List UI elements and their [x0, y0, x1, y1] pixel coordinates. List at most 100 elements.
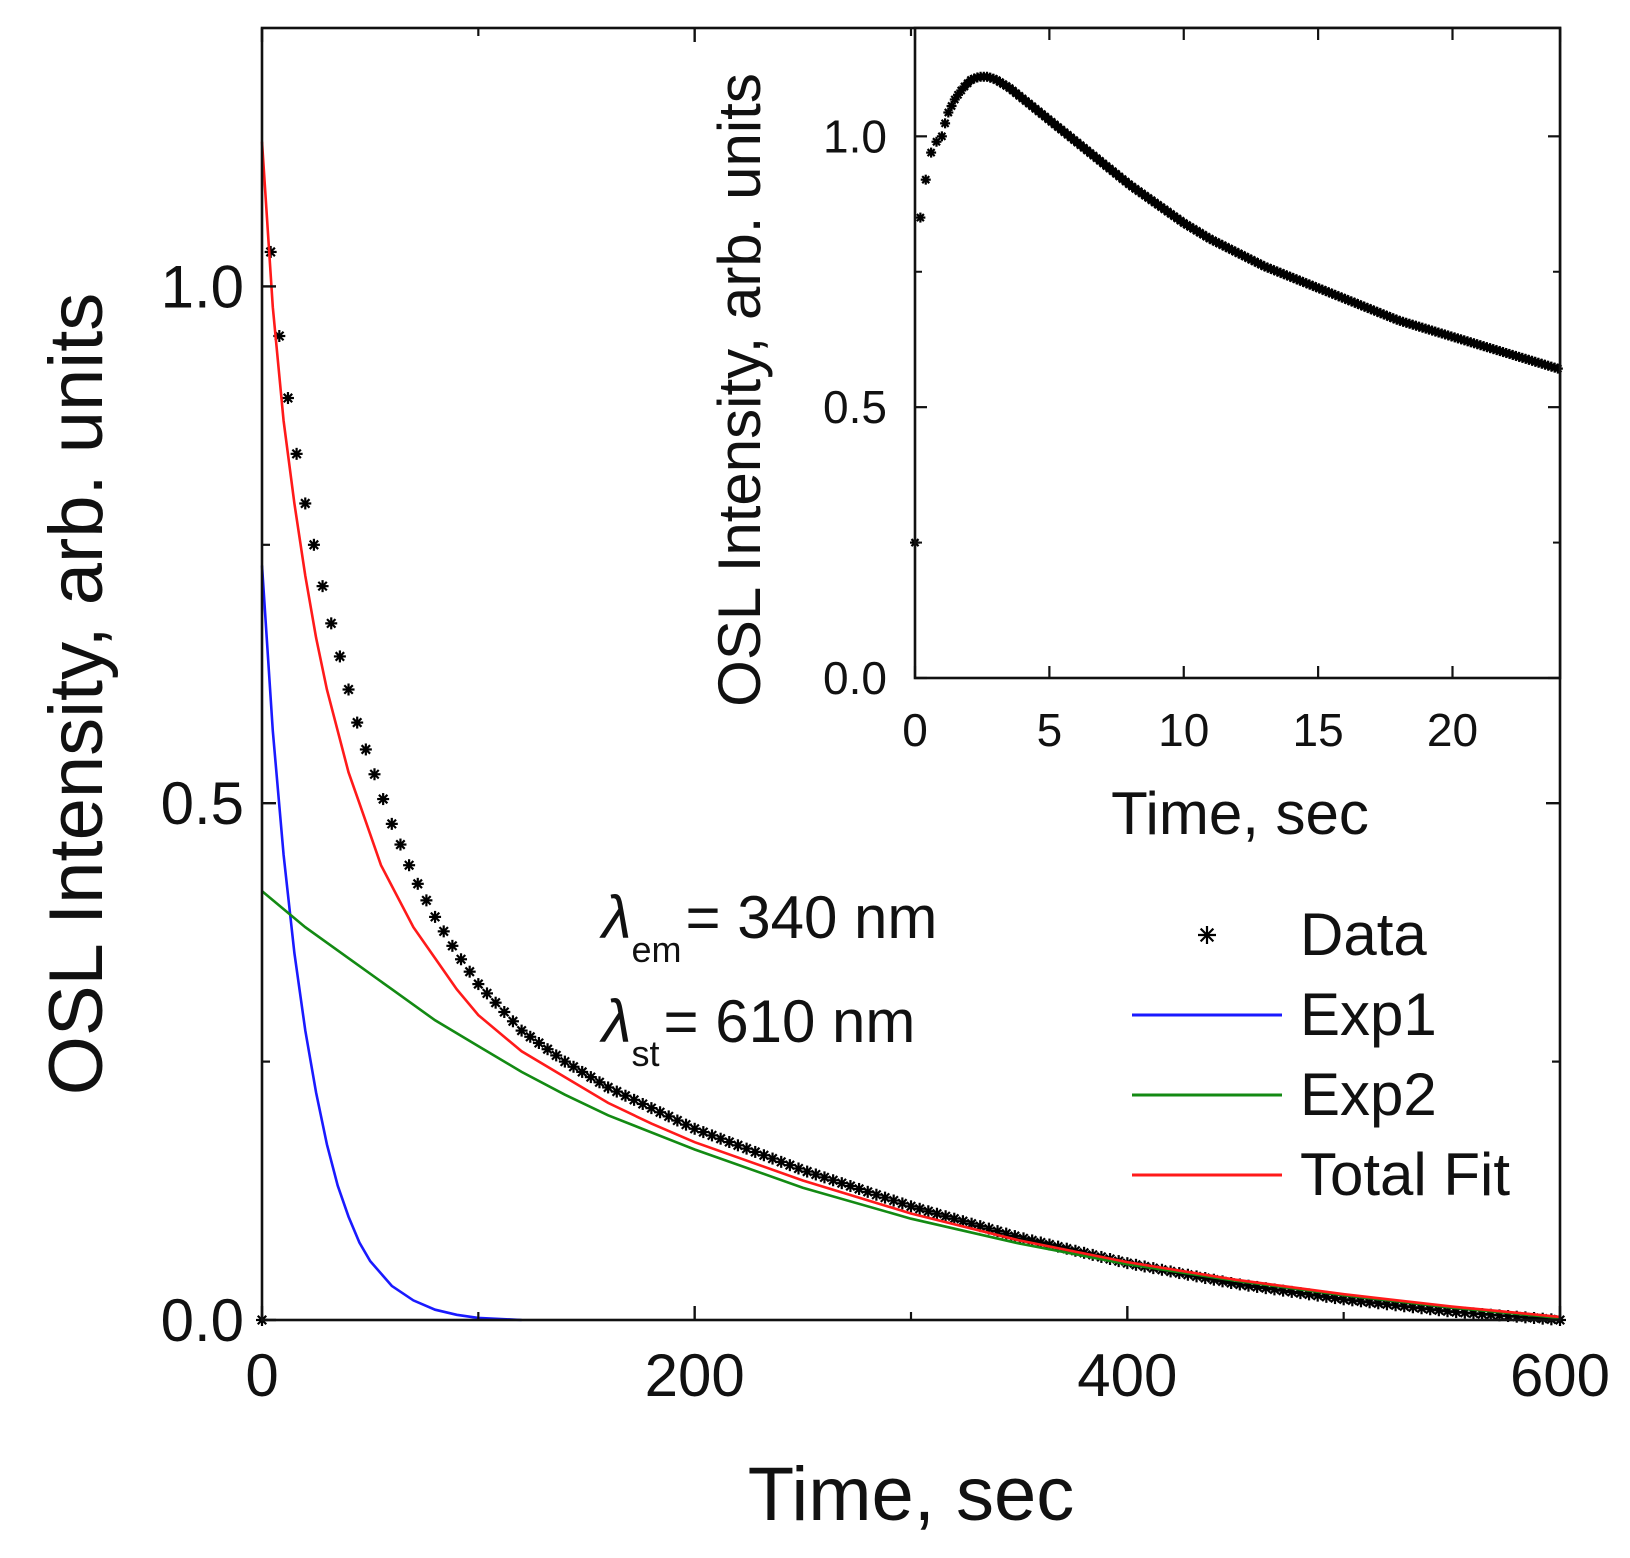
- legend-item: Data: [1198, 901, 1427, 968]
- data-point: [584, 1071, 597, 1084]
- data-point: [835, 1177, 848, 1190]
- legend-item: Exp2: [1132, 1061, 1437, 1128]
- annotation-value: = 610 nm: [664, 988, 916, 1055]
- data-point: [645, 1102, 658, 1115]
- annotation-symbol: λ: [599, 988, 632, 1055]
- inset-x-tick-label: 15: [1293, 704, 1344, 756]
- inset-data-point: [920, 174, 931, 185]
- data-point: [359, 743, 372, 756]
- legend: Data Exp1 Exp2 Total Fit: [1132, 901, 1510, 1208]
- series-line-total-fit: [260, 141, 1561, 1319]
- inset-data-point: [915, 212, 926, 223]
- x-tick-label: 200: [645, 1342, 745, 1409]
- data-point: [446, 939, 459, 952]
- data-point: [801, 1165, 814, 1178]
- data-point: [515, 1024, 528, 1037]
- inset-data-point: [926, 147, 937, 158]
- data-point: [844, 1180, 857, 1193]
- data-point: [870, 1188, 883, 1201]
- data-point: [541, 1043, 554, 1056]
- inset-data-point: [936, 131, 947, 142]
- data-point: [602, 1081, 615, 1094]
- data-point: [333, 650, 346, 663]
- data-point: [905, 1200, 917, 1213]
- data-point: [480, 987, 493, 1000]
- data-point: [472, 978, 485, 991]
- x-tick-label: 0: [245, 1342, 278, 1409]
- data-point: [558, 1055, 571, 1068]
- data-point: [532, 1036, 545, 1049]
- legend-label: Total Fit: [1300, 1141, 1510, 1208]
- annotations: λem= 340 nm λst= 610 nm: [599, 884, 937, 1074]
- data-point: [299, 497, 312, 510]
- inset-x-ticks: 0 5 10 15 20: [902, 28, 1478, 756]
- series-line-exp1: [260, 565, 522, 1322]
- data-point: [411, 877, 424, 890]
- data-point: [853, 1182, 866, 1195]
- inset-x-axis-label: Time, sec: [1111, 780, 1369, 847]
- data-point: [714, 1132, 727, 1145]
- data-point: [489, 996, 502, 1009]
- data-point: [550, 1049, 563, 1062]
- data-point: [809, 1168, 822, 1181]
- inset-y-tick-label: 1.0: [823, 110, 887, 162]
- data-point: [281, 392, 294, 405]
- inset-y-axis-label: OSL Intensity, arb. units: [706, 73, 773, 707]
- inset-plot-frame: [913, 26, 1562, 680]
- data-point: [576, 1065, 589, 1078]
- data-point: [680, 1118, 693, 1131]
- main-x-ticks: 0 200 400 600: [245, 28, 1610, 1409]
- data-point: [307, 538, 320, 551]
- legend-item: Exp1: [1132, 981, 1437, 1048]
- y-tick-label: 0.5: [161, 770, 244, 837]
- legend-label: Data: [1300, 901, 1427, 968]
- data-point: [654, 1106, 667, 1119]
- data-point: [913, 1202, 926, 1215]
- data-point: [351, 716, 364, 729]
- data-point: [861, 1185, 874, 1198]
- annotation-subscript: st: [632, 1033, 660, 1074]
- inset-y-ticks: 0.0 0.5 1.0: [823, 110, 1560, 704]
- inset-data-point: [940, 118, 951, 129]
- inset-x-tick-label: 20: [1427, 704, 1478, 756]
- data-point: [930, 1207, 943, 1220]
- data-point: [429, 910, 442, 923]
- data-point: [593, 1076, 606, 1089]
- data-point: [368, 768, 381, 781]
- y-tick-label: 1.0: [161, 253, 244, 320]
- y-tick-label: 0.0: [161, 1287, 244, 1354]
- legend-data-symbol: [1198, 926, 1216, 944]
- data-point: [342, 683, 355, 696]
- main-x-axis-label: Time, sec: [748, 1452, 1075, 1537]
- inset-x-tick-label: 0: [902, 704, 928, 756]
- data-point: [896, 1197, 909, 1210]
- main-series: [256, 141, 1566, 1326]
- data-point: [662, 1110, 675, 1123]
- data-point: [567, 1060, 580, 1073]
- data-point: [290, 447, 303, 460]
- data-point: [619, 1089, 632, 1102]
- wavelength-annotation: λem= 340 nm: [599, 884, 937, 970]
- inset-plot: 0 5 10 15 20 0.0 0.5 1.0 Time, sec OSL Intensity,…: [706, 26, 1563, 847]
- data-point: [463, 965, 476, 978]
- inset-x-tick-label: 5: [1037, 704, 1063, 756]
- data-point: [377, 793, 390, 806]
- legend-label: Exp1: [1300, 981, 1437, 1048]
- x-tick-label: 600: [1510, 1342, 1610, 1409]
- inset-y-tick-label: 0.0: [823, 652, 887, 704]
- data-point: [316, 580, 329, 593]
- main-y-ticks: 0.0 0.5 1.0: [161, 253, 1560, 1354]
- data-point: [420, 894, 433, 907]
- inset-background: [915, 28, 1560, 678]
- inset-data-point: [1552, 363, 1563, 374]
- data-point: [827, 1174, 840, 1187]
- wavelength-annotation: λst= 610 nm: [599, 988, 915, 1074]
- data-point: [610, 1085, 623, 1098]
- data-point: [879, 1191, 892, 1204]
- data-point: [455, 953, 468, 966]
- annotation-value: = 340 nm: [686, 884, 938, 951]
- data-point: [818, 1171, 831, 1184]
- main-y-axis-label: OSL Intensity, arb. units: [34, 293, 119, 1096]
